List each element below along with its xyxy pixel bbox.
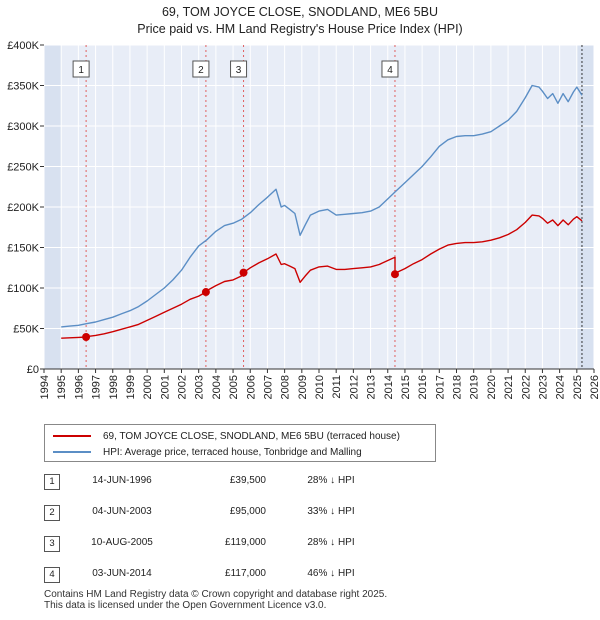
y-tick-label: £350K bbox=[7, 81, 39, 93]
x-tick-label: 2009 bbox=[297, 375, 309, 399]
table-row: 3 10-AUG-2005 £119,000 28% ↓ HPI bbox=[0, 534, 600, 556]
transaction-hpi-diff: 28% ↓ HPI bbox=[307, 537, 355, 548]
sale-marker-box bbox=[381, 60, 399, 78]
x-tick-label: 2006 bbox=[245, 375, 257, 399]
series-lines bbox=[61, 84, 583, 339]
y-tick-label: £400K bbox=[7, 40, 39, 52]
chart-subtitle: Price paid vs. HM Land Registry's House … bbox=[137, 22, 463, 36]
x-tick-label: 2014 bbox=[383, 375, 395, 399]
price-chart: 1 2 3 4 £0 £50K £100K £150K £200K £250K £300K £350… bbox=[7, 40, 600, 399]
y-tick-label: £0 bbox=[27, 364, 39, 376]
footer-copyright: Contains HM Land Registry data © Crown c… bbox=[44, 589, 388, 600]
x-tick-label: 2002 bbox=[177, 375, 189, 399]
y-axis: £0 £50K £100K £150K £200K £250K £300K £350K £400… bbox=[7, 40, 44, 376]
sale-marker-label: 3 bbox=[236, 65, 242, 76]
x-tick-label: 2025 bbox=[572, 375, 584, 399]
x-tick-label: 2019 bbox=[469, 375, 481, 399]
transaction-price: £117,000 bbox=[225, 568, 266, 579]
transaction-price: £95,000 bbox=[229, 506, 266, 517]
chart-title-block: 69, TOM JOYCE CLOSE, SNODLAND, ME6 5BU P… bbox=[0, 4, 600, 38]
x-tick-label: 2000 bbox=[142, 375, 154, 399]
transaction-date: 03-JUN-2014 bbox=[92, 568, 152, 579]
sale-point bbox=[390, 270, 399, 279]
x-tick-label: 1997 bbox=[91, 375, 103, 399]
x-tick-label: 2015 bbox=[400, 375, 412, 399]
legend-swatch-hpi bbox=[53, 451, 91, 453]
x-tick-label: 2004 bbox=[211, 375, 223, 399]
property-price-line bbox=[61, 214, 583, 339]
table-row: 4 03-JUN-2014 £117,000 46% ↓ HPI bbox=[0, 565, 600, 587]
x-tick-label: 2026 bbox=[589, 375, 600, 399]
x-tick-label: 2012 bbox=[348, 375, 360, 399]
footer-licence: This data is licensed under the Open Gov… bbox=[44, 600, 327, 611]
sale-markers: 1 2 3 4 bbox=[72, 60, 399, 78]
transaction-date: 14-JUN-1996 bbox=[92, 475, 152, 486]
y-tick-label: £250K bbox=[7, 162, 39, 174]
x-tick-label: 2001 bbox=[159, 375, 171, 399]
transaction-number: 2 bbox=[44, 505, 60, 521]
x-tick-label: 2003 bbox=[194, 375, 206, 399]
sale-marker-box bbox=[230, 60, 248, 78]
x-tick-label: 2020 bbox=[486, 375, 498, 399]
transaction-date: 04-JUN-2003 bbox=[92, 506, 152, 517]
transaction-hpi-diff: 28% ↓ HPI bbox=[307, 475, 355, 486]
x-tick-label: 2005 bbox=[228, 375, 240, 399]
sale-marker-label: 4 bbox=[387, 65, 393, 76]
legend-item-property: 69, TOM JOYCE CLOSE, SNODLAND, ME6 5BU (… bbox=[53, 429, 400, 443]
table-row: 1 14-JUN-1996 £39,500 28% ↓ HPI bbox=[0, 472, 600, 494]
y-tick-label: £100K bbox=[7, 283, 39, 295]
chart-title: 69, TOM JOYCE CLOSE, SNODLAND, ME6 5BU bbox=[161, 5, 438, 19]
table-row: 2 04-JUN-2003 £95,000 33% ↓ HPI bbox=[0, 503, 600, 525]
footer: Contains HM Land Registry data © Crown c… bbox=[44, 589, 387, 611]
x-tick-label: 2018 bbox=[452, 375, 464, 399]
sale-marker-label: 2 bbox=[198, 65, 204, 76]
x-tick-label: 1996 bbox=[73, 375, 85, 399]
x-tick-label: 2007 bbox=[262, 375, 274, 399]
x-tick-label: 2022 bbox=[520, 375, 532, 399]
x-axis: 1994 1995 1996 1997 1998 1999 2000 2001 2002 2003… bbox=[39, 368, 600, 399]
transaction-price: £39,500 bbox=[229, 475, 266, 486]
x-tick-label: 2017 bbox=[434, 375, 446, 399]
transaction-hpi-diff: 33% ↓ HPI bbox=[307, 506, 355, 517]
x-tick-label: 2011 bbox=[331, 375, 343, 399]
sale-marker-lines bbox=[85, 45, 583, 369]
legend-label-hpi: HPI: Average price, terraced house, Tonb… bbox=[103, 446, 362, 458]
legend-swatch-property bbox=[53, 435, 91, 437]
sale-marker-box bbox=[72, 60, 90, 78]
x-tick-label: 2021 bbox=[503, 375, 515, 399]
sale-point bbox=[239, 268, 248, 277]
x-tick-label: 2016 bbox=[417, 375, 429, 399]
transaction-price: £119,000 bbox=[225, 537, 266, 548]
legend-label-property: 69, TOM JOYCE CLOSE, SNODLAND, ME6 5BU (… bbox=[103, 430, 400, 442]
y-tick-label: £200K bbox=[7, 202, 39, 214]
x-tick-label: 2023 bbox=[537, 375, 549, 399]
x-tick-label: 1995 bbox=[56, 375, 68, 399]
y-tick-label: £300K bbox=[7, 121, 39, 133]
y-tick-label: £50K bbox=[13, 324, 39, 336]
transaction-date: 10-AUG-2005 bbox=[91, 537, 153, 548]
x-tick-label: 1999 bbox=[125, 375, 137, 399]
x-tick-label: 1998 bbox=[108, 375, 120, 399]
x-tick-label: 1994 bbox=[39, 375, 51, 399]
sale-points bbox=[82, 268, 399, 342]
legend: 69, TOM JOYCE CLOSE, SNODLAND, ME6 5BU (… bbox=[44, 424, 436, 462]
transaction-number: 3 bbox=[44, 536, 60, 552]
hpi-line bbox=[61, 84, 583, 328]
x-tick-label: 2008 bbox=[280, 375, 292, 399]
sale-point bbox=[201, 288, 210, 297]
transaction-number: 1 bbox=[44, 474, 60, 490]
legend-item-hpi: HPI: Average price, terraced house, Tonb… bbox=[53, 445, 362, 459]
transaction-number: 4 bbox=[44, 567, 60, 583]
sale-marker-label: 1 bbox=[78, 65, 84, 76]
y-tick-label: £150K bbox=[7, 243, 39, 255]
sale-point bbox=[82, 333, 91, 342]
transaction-hpi-diff: 46% ↓ HPI bbox=[307, 568, 355, 579]
x-tick-label: 2024 bbox=[555, 375, 567, 399]
x-tick-label: 2013 bbox=[366, 375, 378, 399]
x-tick-label: 2010 bbox=[314, 375, 326, 399]
sale-marker-box bbox=[192, 60, 210, 78]
